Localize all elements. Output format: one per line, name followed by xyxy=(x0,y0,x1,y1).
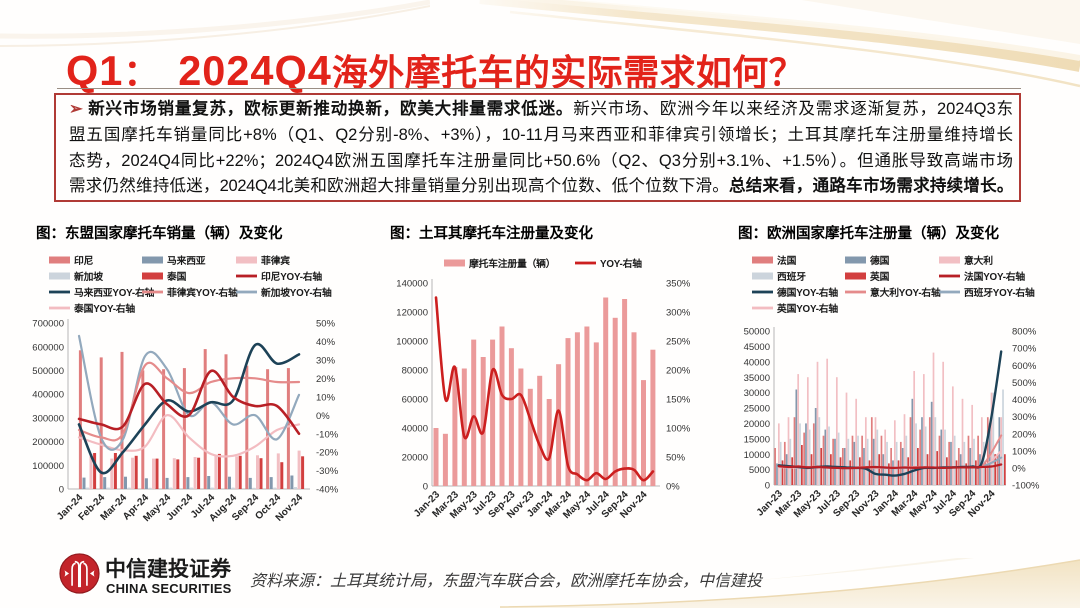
svg-text:400000: 400000 xyxy=(32,390,64,401)
svg-text:30000: 30000 xyxy=(744,388,770,399)
svg-text:100%: 100% xyxy=(1012,446,1037,457)
svg-text:法国: 法国 xyxy=(777,254,797,267)
svg-text:摩托车注册量（辆）: 摩托车注册量（辆） xyxy=(469,257,555,270)
svg-text:80000: 80000 xyxy=(402,366,428,377)
svg-text:新加坡YOY-右轴: 新加坡YOY-右轴 xyxy=(261,286,332,299)
svg-text:35000: 35000 xyxy=(744,373,770,384)
svg-text:50%: 50% xyxy=(316,319,336,330)
svg-text:600000: 600000 xyxy=(32,342,64,353)
svg-text:700%: 700% xyxy=(1012,344,1037,355)
svg-text:800%: 800% xyxy=(1012,327,1037,338)
svg-text:英国YOY-右轴: 英国YOY-右轴 xyxy=(776,302,838,315)
svg-text:印尼: 印尼 xyxy=(74,255,94,267)
svg-text:-100%: -100% xyxy=(1012,481,1040,492)
svg-text:英国: 英国 xyxy=(869,270,890,283)
svg-text:200%: 200% xyxy=(666,366,691,377)
svg-text:20000: 20000 xyxy=(744,419,770,430)
svg-text:40000: 40000 xyxy=(402,424,428,435)
svg-text:马来西亚YOY-右轴: 马来西亚YOY-右轴 xyxy=(74,286,155,299)
svg-text:250%: 250% xyxy=(666,337,691,348)
svg-text:0%: 0% xyxy=(316,411,330,422)
svg-text:400%: 400% xyxy=(1012,395,1037,406)
svg-text:10000: 10000 xyxy=(744,450,770,461)
svg-text:50%: 50% xyxy=(666,453,686,464)
svg-text:150%: 150% xyxy=(666,395,691,406)
svg-text:15000: 15000 xyxy=(744,434,770,445)
svg-text:5000: 5000 xyxy=(749,465,770,476)
svg-text:菲律宾: 菲律宾 xyxy=(261,254,290,267)
svg-text:500000: 500000 xyxy=(32,366,64,377)
svg-text:500%: 500% xyxy=(1012,378,1037,389)
svg-text:0: 0 xyxy=(765,481,770,492)
svg-text:140000: 140000 xyxy=(396,279,428,290)
svg-text:120000: 120000 xyxy=(396,308,428,319)
svg-text:200000: 200000 xyxy=(32,437,64,448)
svg-text:德国: 德国 xyxy=(869,254,890,267)
svg-text:40%: 40% xyxy=(316,337,336,348)
svg-text:0: 0 xyxy=(423,482,428,493)
svg-text:-40%: -40% xyxy=(316,485,339,496)
svg-text:意大利: 意大利 xyxy=(964,254,993,267)
svg-text:700000: 700000 xyxy=(32,319,64,330)
svg-text:100000: 100000 xyxy=(32,461,64,472)
svg-text:0: 0 xyxy=(59,485,64,496)
svg-text:25000: 25000 xyxy=(744,404,770,415)
svg-text:印尼YOY-右轴: 印尼YOY-右轴 xyxy=(261,270,322,283)
svg-text:泰国: 泰国 xyxy=(166,270,187,283)
svg-text:10%: 10% xyxy=(316,392,336,403)
svg-text:20000: 20000 xyxy=(402,453,428,464)
svg-text:600%: 600% xyxy=(1012,361,1037,372)
svg-text:300%: 300% xyxy=(666,308,691,319)
svg-text:-20%: -20% xyxy=(316,448,339,459)
svg-text:新加坡: 新加坡 xyxy=(74,270,103,283)
svg-text:马来西亚: 马来西亚 xyxy=(167,254,206,267)
svg-text:40000: 40000 xyxy=(744,357,770,368)
svg-text:西班牙: 西班牙 xyxy=(777,270,806,283)
svg-text:100%: 100% xyxy=(666,424,691,435)
svg-text:60000: 60000 xyxy=(402,395,428,406)
svg-text:YOY-右轴: YOY-右轴 xyxy=(600,257,642,270)
svg-text:法国YOY-右轴: 法国YOY-右轴 xyxy=(964,270,1025,283)
svg-text:200%: 200% xyxy=(1012,429,1037,440)
svg-text:意大利YOY-右轴: 意大利YOY-右轴 xyxy=(870,286,941,299)
svg-text:菲律宾YOY-右轴: 菲律宾YOY-右轴 xyxy=(167,286,238,299)
svg-text:20%: 20% xyxy=(316,374,336,385)
svg-text:泰国YOY-右轴: 泰国YOY-右轴 xyxy=(73,302,135,315)
svg-text:-30%: -30% xyxy=(316,466,339,477)
svg-text:西班牙YOY-右轴: 西班牙YOY-右轴 xyxy=(964,286,1035,299)
svg-text:-10%: -10% xyxy=(316,429,339,440)
svg-text:100000: 100000 xyxy=(396,337,428,348)
svg-text:45000: 45000 xyxy=(744,342,770,353)
svg-text:德国YOY-右轴: 德国YOY-右轴 xyxy=(776,286,838,299)
svg-text:300000: 300000 xyxy=(32,413,64,424)
svg-text:50000: 50000 xyxy=(744,327,770,338)
svg-text:350%: 350% xyxy=(666,279,691,290)
svg-text:0%: 0% xyxy=(666,482,680,493)
svg-text:300%: 300% xyxy=(1012,412,1037,423)
svg-text:30%: 30% xyxy=(316,355,336,366)
svg-text:0%: 0% xyxy=(1012,463,1026,474)
